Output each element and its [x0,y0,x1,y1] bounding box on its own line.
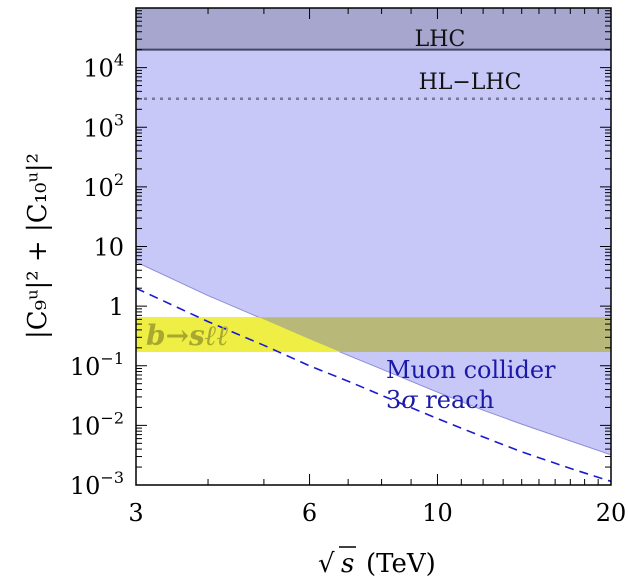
y-tick-label: 1 [109,293,124,321]
lhc-band [136,8,611,50]
x-tick-label: 20 [596,499,627,527]
muon-reach-text: reach [418,386,495,414]
muon-collider-label-line2: 3σ reach [386,386,494,414]
x-tick-label: 3 [128,499,143,527]
muon-sigma-number: 3 [386,386,401,414]
hl-lhc-label: HL−LHC [419,70,522,95]
x-axis-sqrt-symbol: √ [318,549,335,579]
x-tick-label: 6 [302,499,317,527]
y-axis-title: |C₉ᵘ|² + |C₁₀ᵘ|² [23,153,53,339]
x-axis-var: s [341,549,354,579]
y-tick-label: 10 [93,234,124,262]
muon-collider-label-line1: Muon collider [386,356,556,384]
x-tick-label: 10 [422,499,453,527]
b-to-sll-label: b→sℓℓ [146,319,229,352]
muon-sigma-symbol: σ [401,386,418,414]
lhc-label: LHC [415,27,466,52]
x-axis-unit: (TeV) [366,549,436,579]
